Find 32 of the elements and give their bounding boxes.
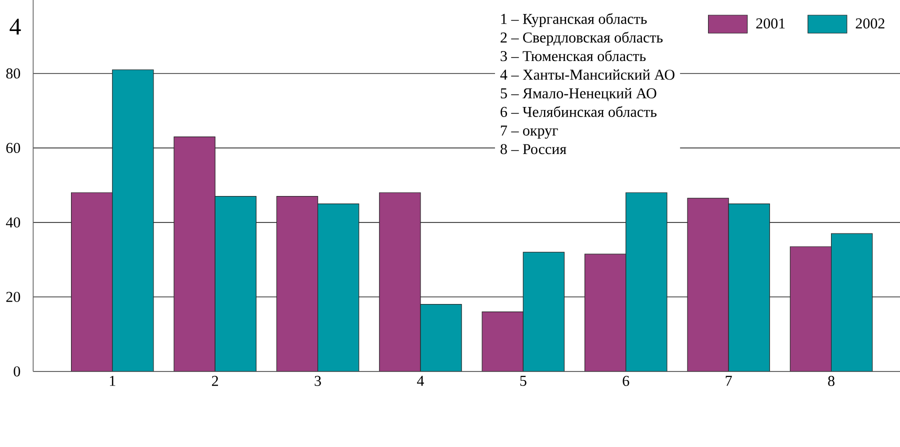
x-tick-label: 8: [828, 376, 834, 386]
bar: [687, 198, 729, 372]
x-tick-label: 7: [726, 376, 732, 386]
bar: [379, 192, 421, 372]
y-tick-label: 80: [6, 68, 20, 79]
bar: [584, 254, 626, 372]
bar: [276, 196, 318, 372]
legend-label: 2002: [856, 18, 884, 29]
x-tick-label: 5: [520, 376, 526, 386]
x-tick-label: 3: [314, 376, 321, 386]
annotation: 7 – округ: [500, 126, 558, 139]
bar: [71, 192, 113, 372]
x-tick-label: 6: [622, 376, 630, 386]
annotation: 5 – Ямало-Ненецкий АО: [500, 88, 656, 102]
annotation: 1 – Курганская область: [501, 13, 647, 28]
y-tick-label: 60: [6, 142, 20, 153]
y-tick-label: 0: [14, 366, 20, 376]
annotation: 4 – Ханты-Мансийский АО: [500, 69, 674, 80]
y-tick-label: 40: [6, 217, 20, 228]
bar: [174, 136, 216, 372]
y-tick-label: 20: [6, 292, 20, 302]
annotation: 6 – Челябинская область: [500, 106, 657, 117]
x-tick-label: 1: [110, 376, 116, 386]
text: 4: [10, 18, 21, 34]
legend-label: 2001: [756, 18, 785, 29]
annotation: 3 – Тюменская область: [500, 50, 646, 62]
bar: [482, 312, 524, 372]
x-tick-label: 2: [212, 376, 218, 386]
x-tick-label: 4: [417, 376, 424, 386]
annotation: 8 – Россия: [500, 144, 566, 154]
annotation: 2 – Свердловская область: [500, 32, 663, 46]
bar: [790, 246, 832, 372]
